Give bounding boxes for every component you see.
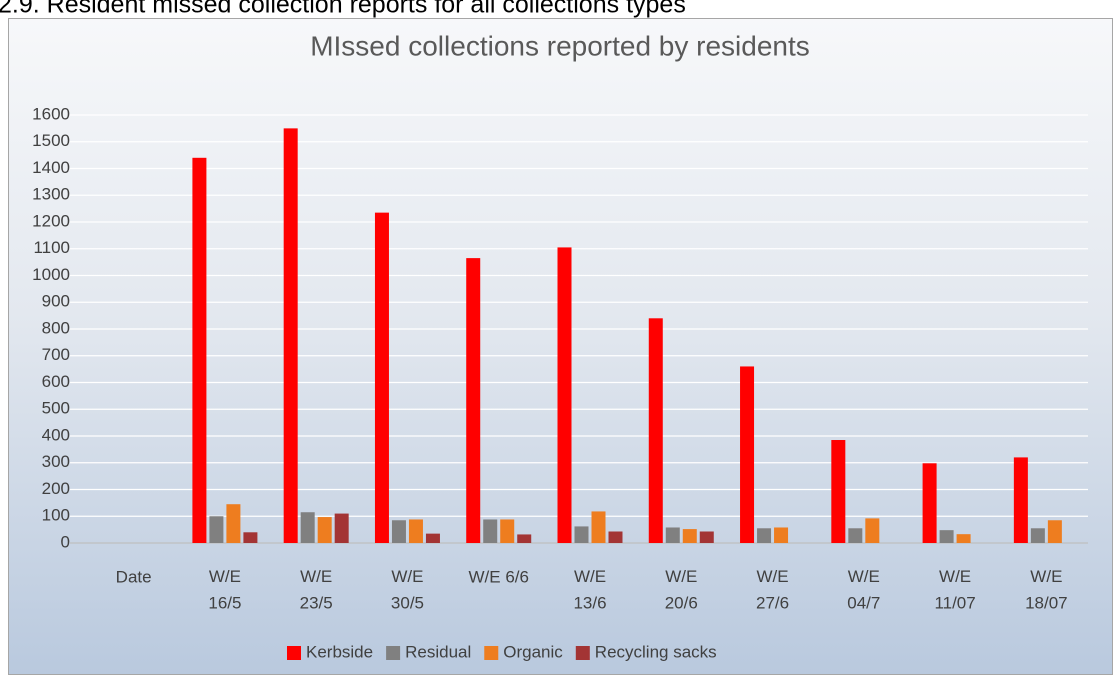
- bar: [1030, 528, 1045, 543]
- bar: [283, 128, 298, 543]
- y-tick-label: 500: [42, 399, 70, 418]
- bar: [682, 529, 697, 543]
- bar: [699, 531, 714, 543]
- y-tick-label: 700: [42, 345, 70, 364]
- bar: [831, 440, 846, 543]
- bar: [774, 527, 789, 543]
- bar: [1047, 520, 1062, 543]
- y-tick-label: 1000: [32, 265, 70, 284]
- y-tick-label: 200: [42, 479, 70, 498]
- bar: [591, 511, 606, 543]
- bar: [334, 513, 349, 543]
- y-tick-label: 1300: [32, 185, 70, 204]
- x-tick-label: W/E 6/6: [468, 567, 528, 586]
- x-tick-label: W/E 13/6: [573, 567, 606, 612]
- bar: [740, 366, 755, 543]
- heading: 2.9. Resident missed collection reports …: [0, 0, 686, 19]
- bar: [517, 534, 532, 543]
- x-tick-label: W/E 11/07: [934, 567, 975, 612]
- legend-swatch: [484, 646, 499, 660]
- legend-label: Recycling sacks: [595, 642, 717, 661]
- bar: [648, 318, 663, 543]
- y-tick-label: 900: [42, 292, 70, 311]
- legend-swatch: [575, 646, 590, 660]
- bar: [226, 504, 241, 543]
- y-tick-label: 1400: [32, 158, 70, 177]
- legend-swatch: [287, 646, 301, 660]
- bar: [192, 157, 207, 544]
- y-tick-label: 1200: [32, 211, 70, 230]
- x-tick-label: W/E 18/07: [1025, 567, 1068, 612]
- x-tick-label: W/E 16/5: [208, 567, 241, 612]
- bar: [757, 528, 772, 543]
- y-tick-label: 100: [42, 506, 70, 525]
- bar: [922, 463, 937, 543]
- bar: [391, 520, 406, 543]
- y-tick-label: 600: [42, 372, 70, 391]
- bar: [848, 528, 863, 543]
- bar: [243, 532, 258, 543]
- bar: [374, 212, 389, 543]
- legend-swatch: [386, 646, 401, 660]
- legend-label: Kerbside: [306, 642, 373, 661]
- bar: [500, 519, 515, 543]
- x-tick-label: W/E 23/5: [300, 567, 333, 612]
- y-tick-label: 400: [42, 425, 70, 444]
- x-tick-label: W/E 27/6: [756, 567, 789, 612]
- x-tick-label: W/E 04/7: [847, 567, 880, 612]
- bar: [209, 516, 224, 543]
- y-tick-label: 300: [42, 452, 70, 471]
- bar: [300, 512, 315, 543]
- bar: [483, 519, 498, 543]
- bar: [865, 518, 880, 543]
- legend-label: Residual: [405, 642, 471, 661]
- legend-label: Organic: [503, 642, 563, 661]
- y-tick-label: 1500: [32, 131, 70, 150]
- bar: [557, 247, 572, 543]
- x-tick-label: W/E 20/6: [665, 567, 698, 612]
- bar: [425, 533, 440, 543]
- y-tick-label: 800: [42, 318, 70, 337]
- bar: [665, 527, 680, 543]
- y-tick-label: 1600: [32, 104, 70, 123]
- bar: [939, 530, 954, 543]
- x-tick-label: Date: [116, 567, 152, 586]
- chart-title: MIssed collections reported by residents: [310, 30, 810, 61]
- bar: [408, 519, 423, 543]
- bar: [574, 526, 589, 543]
- bar: [608, 531, 623, 543]
- y-tick-label: 0: [61, 532, 70, 551]
- y-tick-label: 1100: [33, 238, 70, 257]
- bar: [317, 517, 332, 543]
- bar: [956, 534, 971, 543]
- bar: [1013, 457, 1028, 543]
- x-tick-label: W/E 30/5: [391, 567, 424, 612]
- bar: [466, 258, 481, 543]
